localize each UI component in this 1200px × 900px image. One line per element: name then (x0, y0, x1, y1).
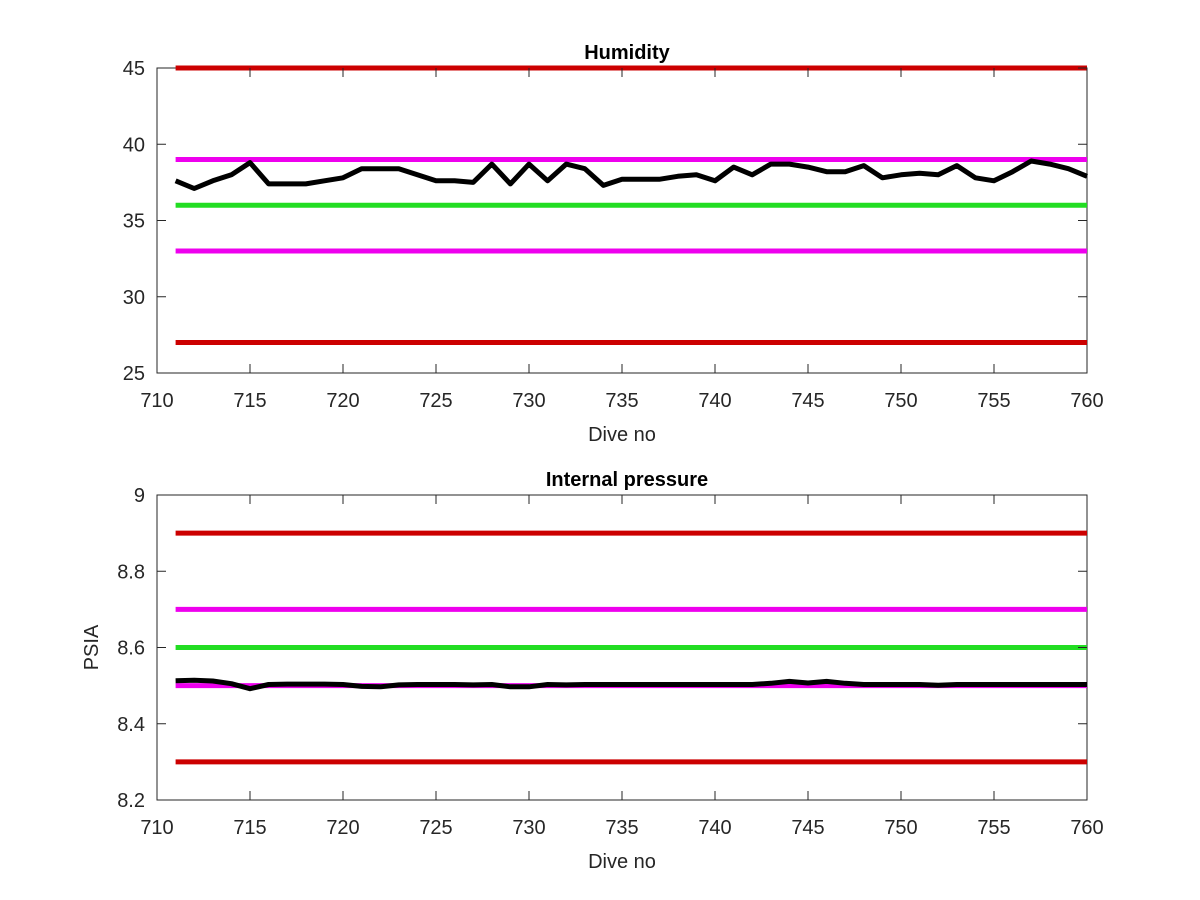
x-tick-label: 750 (884, 817, 917, 839)
x-tick-label: 715 (233, 817, 266, 839)
x-tick-label: 710 (140, 390, 173, 412)
x-tick-label: 730 (512, 390, 545, 412)
y-tick-label: 8.4 (117, 714, 145, 736)
y-tick-label: 9 (134, 485, 145, 507)
y-tick-label: 8.8 (117, 561, 145, 583)
x-tick-label: 755 (977, 390, 1010, 412)
x-tick-label: 715 (233, 390, 266, 412)
x-tick-label: 740 (698, 390, 731, 412)
x-tick-label: 760 (1070, 390, 1103, 412)
x-axis-label: Dive no (588, 851, 656, 873)
x-axis-label: Dive no (588, 424, 656, 446)
y-tick-label: 8.6 (117, 638, 145, 660)
x-tick-label: 740 (698, 817, 731, 839)
x-tick-label: 750 (884, 390, 917, 412)
chart-title: Humidity (584, 42, 670, 64)
x-tick-label: 710 (140, 817, 173, 839)
x-tick-label: 755 (977, 817, 1010, 839)
y-tick-label: 25 (123, 363, 145, 385)
x-tick-label: 730 (512, 817, 545, 839)
y-tick-label: 35 (123, 211, 145, 233)
y-tick-label: 45 (123, 58, 145, 80)
x-tick-label: 760 (1070, 817, 1103, 839)
x-tick-label: 720 (326, 817, 359, 839)
internal-pressure-chart: 710 715 720 725 730 735 740 745 750 755 760 8.2 8.4 8… (81, 469, 1104, 873)
x-tick-label: 745 (791, 817, 824, 839)
series-line (175, 677, 1087, 692)
y-tick-label: 8.2 (117, 790, 145, 812)
x-tick-label: 745 (791, 390, 824, 412)
chart-title: Internal pressure (546, 469, 708, 491)
x-tick-label: 725 (419, 817, 452, 839)
humidity-chart: 710 715 720 725 730 735 740 745 750 755 760 25 30 35 4… (123, 42, 1104, 446)
series-line (174, 158, 1088, 191)
x-tick-label: 725 (419, 390, 452, 412)
x-tick-label: 735 (605, 390, 638, 412)
y-axis-label: PSIA (81, 624, 103, 670)
y-tick-label: 40 (123, 134, 145, 156)
x-tick-label: 735 (605, 817, 638, 839)
y-tick-label: 30 (123, 287, 145, 309)
x-tick-label: 720 (326, 390, 359, 412)
plot-frame (156, 67, 1088, 374)
